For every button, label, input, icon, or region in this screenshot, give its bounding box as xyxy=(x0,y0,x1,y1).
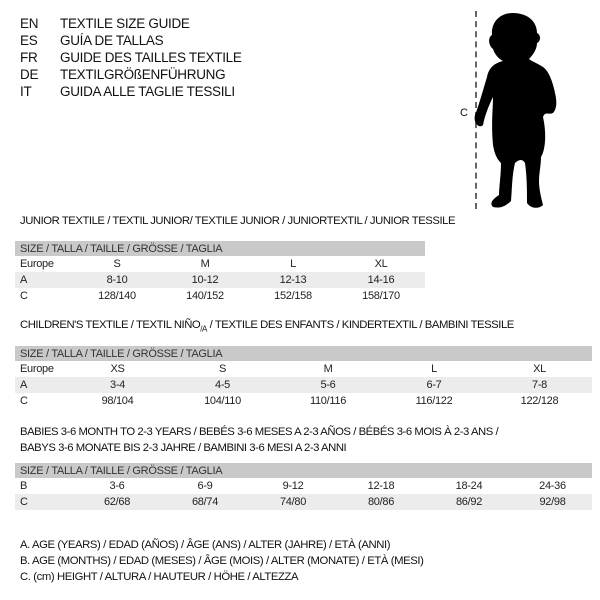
babies-section-title-1: BABIES 3-6 MONTH TO 2-3 YEARS / BEBÉS 3-… xyxy=(20,426,499,438)
cell: 4-5 xyxy=(170,377,275,393)
cell: 104/110 xyxy=(204,395,241,407)
cell: 74/80 xyxy=(249,494,337,510)
guide-title: TEXTILGRÖßENFÜHRUNG xyxy=(60,67,226,82)
guide-title: GUIDE DES TAILLES TEXTILE xyxy=(60,50,242,65)
table-row: Europe XS S M L XL xyxy=(15,361,592,377)
children-title-sub: /A xyxy=(200,324,207,334)
row-label: C xyxy=(20,290,28,302)
height-figure: C xyxy=(455,5,585,215)
table-row: C 128/140 140/152 152/158 158/170 xyxy=(15,288,425,304)
legend-age-years: A. AGE (YEARS) / EDAD (AÑOS) / ÂGE (ANS)… xyxy=(20,539,391,551)
row-label: Europe xyxy=(20,258,54,270)
cell: 10-12 xyxy=(161,272,249,288)
cell: 152/158 xyxy=(274,290,312,302)
cell: L xyxy=(290,258,296,270)
cell: S xyxy=(113,258,121,270)
cell: 128/140 xyxy=(98,290,136,302)
cell: 7-8 xyxy=(487,377,592,393)
cell: 80/86 xyxy=(337,494,425,510)
cell: 92/98 xyxy=(513,494,592,510)
children-section-title: CHILDREN'S TEXTILE / TEXTIL NIÑO/A / TEX… xyxy=(20,319,514,333)
cell: M xyxy=(200,258,210,270)
table-row: C 62/68 68/74 74/80 80/86 86/92 92/98 xyxy=(15,494,592,510)
cell: 3-4 xyxy=(65,377,170,393)
cell: 98/104 xyxy=(101,395,134,407)
cell: 140/152 xyxy=(186,290,224,302)
cell: 18-24 xyxy=(455,480,483,492)
cell: 24-36 xyxy=(539,480,566,492)
cell: 86/92 xyxy=(425,494,513,510)
cell: 5-6 xyxy=(275,377,381,393)
cell: 122/128 xyxy=(520,395,559,407)
row-label: A xyxy=(15,377,65,393)
guide-title: GUÍA DE TALLAS xyxy=(60,33,164,48)
cell: 62/68 xyxy=(73,494,161,510)
cell: 12-18 xyxy=(367,480,395,492)
size-header: SIZE / TALLA / TAILLE / GRÖSSE / TAGLIA xyxy=(15,241,425,256)
junior-section-title: JUNIOR TEXTILE / TEXTIL JUNIOR/ TEXTILE … xyxy=(20,215,456,227)
height-dashed-line xyxy=(475,11,477,209)
size-header: SIZE / TALLA / TAILLE / GRÖSSE / TAGLIA xyxy=(15,346,592,361)
cell: XS xyxy=(110,363,125,375)
children-title-rest: / TEXTILE DES ENFANTS / KINDERTEXTIL / B… xyxy=(206,319,515,331)
babies-section-title-2: BABYS 3-6 MONATE BIS 2-3 JAHRE / BAMBINI… xyxy=(20,442,347,454)
cell: 116/122 xyxy=(415,395,453,407)
row-label: C xyxy=(15,494,73,510)
guide-title: TEXTILE SIZE GUIDE xyxy=(60,16,190,31)
table-row: A 8-10 10-12 12-13 14-16 xyxy=(15,272,425,288)
size-header-row: SIZE / TALLA / TAILLE / GRÖSSE / TAGLIA xyxy=(15,346,592,361)
size-header: SIZE / TALLA / TAILLE / GRÖSSE / TAGLIA xyxy=(15,463,592,478)
row-label: A xyxy=(15,272,73,288)
cell: 3-6 xyxy=(109,480,125,492)
size-header-row: SIZE / TALLA / TAILLE / GRÖSSE / TAGLIA xyxy=(15,463,592,478)
legend-height: C. (cm) HEIGHT / ALTURA / HAUTEUR / HÖHE… xyxy=(20,571,299,583)
cell: S xyxy=(218,363,227,375)
cell: 110/116 xyxy=(309,395,347,407)
cell: L xyxy=(431,363,437,375)
children-size-table: SIZE / TALLA / TAILLE / GRÖSSE / TAGLIA … xyxy=(15,346,592,409)
cell: XL xyxy=(374,258,388,270)
cell: 158/170 xyxy=(362,290,400,302)
lang-code: EN xyxy=(20,16,39,31)
cell: 12-13 xyxy=(249,272,337,288)
language-titles: EN TEXTILE SIZE GUIDE ES GUÍA DE TALLAS FR… xyxy=(0,15,440,105)
lang-code: ES xyxy=(20,33,38,48)
table-row: A 3-4 4-5 5-6 6-7 7-8 xyxy=(15,377,592,393)
lang-code: IT xyxy=(20,84,32,99)
row-label: C xyxy=(20,395,28,407)
cell: 14-16 xyxy=(337,272,425,288)
cell: 8-10 xyxy=(73,272,161,288)
guide-title: GUIDA ALLE TAGLIE TESSILI xyxy=(60,84,235,99)
row-label: Europe xyxy=(20,363,54,375)
lang-code: FR xyxy=(20,50,38,65)
table-row: Europe S M L XL xyxy=(15,256,425,272)
junior-size-table: SIZE / TALLA / TAILLE / GRÖSSE / TAGLIA … xyxy=(15,241,425,304)
lang-code: DE xyxy=(20,67,39,82)
height-label: C xyxy=(460,107,468,119)
row-label: B xyxy=(20,480,28,492)
children-title-main: CHILDREN'S TEXTILE / TEXTIL NIÑO xyxy=(20,319,201,331)
cell: 68/74 xyxy=(161,494,249,510)
cell: 6-7 xyxy=(381,377,487,393)
legend-age-months: B. AGE (MONTHS) / EDAD (MESES) / ÂGE (MO… xyxy=(20,555,424,567)
table-row: C 98/104 104/110 110/116 116/122 122/128 xyxy=(15,393,592,409)
cell: M xyxy=(323,363,333,375)
babies-size-table: SIZE / TALLA / TAILLE / GRÖSSE / TAGLIA … xyxy=(15,463,592,510)
table-row: B 3-6 6-9 9-12 12-18 18-24 24-36 xyxy=(15,478,592,494)
baby-silhouette-icon xyxy=(474,13,557,208)
cell: 6-9 xyxy=(197,480,213,492)
cell: 9-12 xyxy=(282,480,304,492)
cell: XL xyxy=(533,363,546,375)
size-header-row: SIZE / TALLA / TAILLE / GRÖSSE / TAGLIA xyxy=(15,241,425,256)
